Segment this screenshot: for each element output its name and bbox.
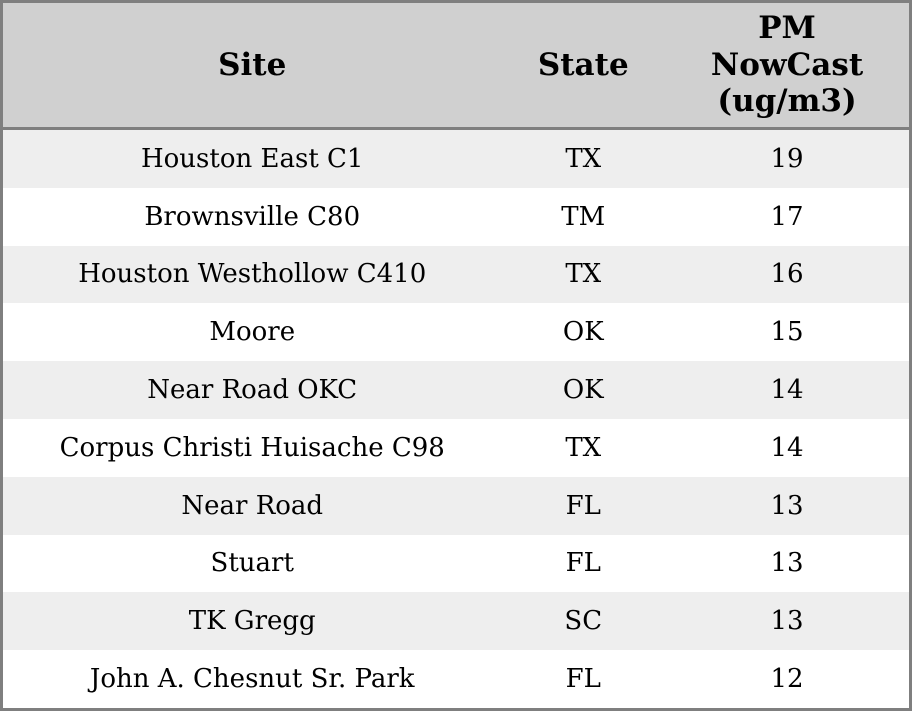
- table-row: John A. Chesnut Sr. Park FL 12: [1, 650, 911, 710]
- cell-site: John A. Chesnut Sr. Park: [1, 650, 502, 710]
- cell-site: Houston East C1: [1, 128, 502, 188]
- cell-site: Stuart: [1, 534, 502, 593]
- cell-pm-nowcast: 14: [665, 418, 911, 477]
- cell-site: Near Road: [1, 476, 502, 535]
- cell-pm-nowcast: 16: [665, 245, 911, 304]
- table-body: Houston East C1 TX 19 Brownsville C80 TM…: [1, 128, 911, 710]
- cell-state: TM: [501, 187, 666, 246]
- cell-site: Moore: [1, 303, 502, 362]
- cell-site: TK Gregg: [1, 592, 502, 651]
- cell-pm-nowcast: 13: [665, 476, 911, 535]
- column-header-state-label: State: [537, 46, 629, 83]
- cell-state: FL: [501, 476, 666, 535]
- table-row: Near Road FL 13: [1, 476, 911, 535]
- cell-state: TX: [501, 418, 666, 477]
- table-row: Near Road OKC OK 14: [1, 361, 911, 419]
- header-row: Site State PM NowCast (ug/m3): [1, 1, 911, 130]
- cell-site: Houston Westhollow C410: [1, 245, 502, 304]
- cell-state: TX: [501, 245, 666, 304]
- cell-site: Brownsville C80: [1, 187, 502, 246]
- cell-pm-nowcast: 13: [665, 592, 911, 651]
- cell-state: TX: [501, 128, 666, 188]
- cell-state: SC: [501, 592, 666, 651]
- table-row: Houston Westhollow C410 TX 16: [1, 245, 911, 304]
- cell-pm-nowcast: 17: [665, 187, 911, 246]
- cell-state: OK: [501, 303, 666, 362]
- cell-site: Near Road OKC: [1, 361, 502, 419]
- column-header-state: State: [501, 1, 666, 130]
- cell-pm-nowcast: 14: [665, 361, 911, 419]
- table-row: Corpus Christi Huisache C98 TX 14: [1, 418, 911, 477]
- table-row: Moore OK 15: [1, 303, 911, 362]
- table-row: TK Gregg SC 13: [1, 592, 911, 651]
- table-row: Houston East C1 TX 19: [1, 128, 911, 188]
- cell-pm-nowcast: 19: [665, 128, 911, 188]
- cell-state: OK: [501, 361, 666, 419]
- cell-state: FL: [501, 534, 666, 593]
- table-header: Site State PM NowCast (ug/m3): [1, 1, 911, 130]
- column-header-pm-nowcast-label: PM NowCast (ug/m3): [710, 10, 864, 120]
- column-header-pm-nowcast: PM NowCast (ug/m3): [665, 1, 911, 130]
- cell-pm-nowcast: 12: [665, 650, 911, 710]
- cell-site: Corpus Christi Huisache C98: [1, 418, 502, 477]
- column-header-site: Site: [1, 1, 502, 130]
- cell-pm-nowcast: 13: [665, 534, 911, 593]
- table-row: Stuart FL 13: [1, 534, 911, 593]
- table-row: Brownsville C80 TM 17: [1, 187, 911, 246]
- cell-pm-nowcast: 15: [665, 303, 911, 362]
- cell-state: FL: [501, 650, 666, 710]
- column-header-site-label: Site: [218, 46, 287, 83]
